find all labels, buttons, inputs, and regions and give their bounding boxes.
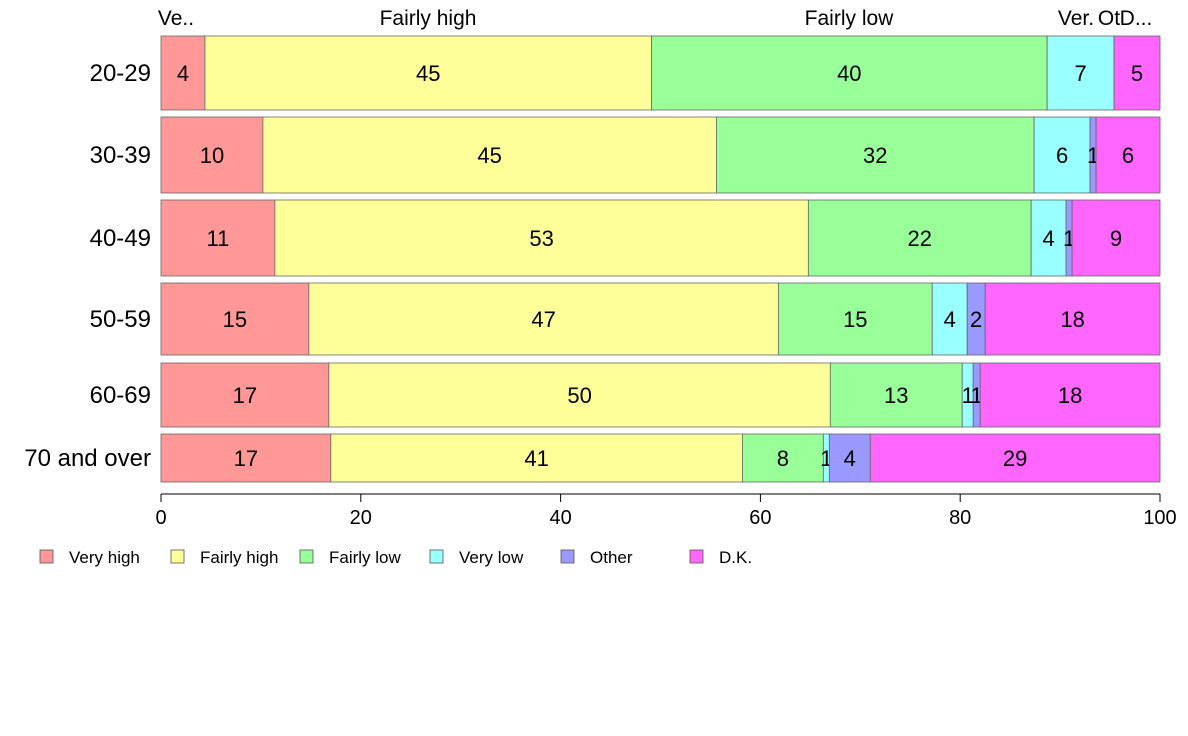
data-label: 4 (844, 446, 856, 471)
data-label: 8 (777, 446, 789, 471)
top-label: Ot (1098, 7, 1120, 30)
legend-label: Fairly low (329, 548, 402, 567)
bar-segment (1046, 35, 1115, 111)
data-label: 53 (529, 226, 553, 251)
bar-segment (1113, 35, 1161, 111)
category-label: 70 and over (24, 445, 151, 472)
top-label: Fairly low (805, 7, 895, 30)
x-axis: 0 20 40 60 80 100 (155, 493, 1177, 529)
data-label: 10 (200, 143, 224, 168)
data-label: 15 (843, 307, 867, 332)
data-label: 2 (970, 307, 982, 332)
bar-segment (979, 362, 1161, 428)
bar-segment (274, 199, 809, 277)
legend: Very high Fairly high Fairly low Very low Ot… (39, 548, 752, 567)
bar-segment (160, 282, 310, 356)
bar-segment (1033, 116, 1091, 194)
top-label: Fairly high (380, 7, 477, 30)
bar-segment (984, 282, 1161, 356)
bar-segment (829, 362, 963, 428)
legend-swatch (299, 549, 314, 564)
data-label: 1 (971, 383, 983, 408)
bar-segment (807, 199, 1032, 277)
data-label: 29 (1003, 446, 1027, 471)
data-label: 5 (1131, 61, 1143, 86)
data-label: 6 (1122, 143, 1134, 168)
x-tick-label: 0 (155, 507, 166, 529)
data-label: 18 (1058, 383, 1082, 408)
data-label: 50 (567, 383, 591, 408)
bar-segment (204, 35, 652, 111)
data-label: 18 (1060, 307, 1084, 332)
data-label: 32 (863, 143, 887, 168)
data-label: 6 (1056, 143, 1068, 168)
legend-swatch (170, 549, 185, 564)
category-label: 60-69 (90, 382, 151, 409)
legend-label: D.K. (719, 548, 752, 567)
data-label: 1 (962, 383, 974, 408)
bar-segment (328, 362, 831, 428)
bar-segment (160, 35, 206, 111)
bar-segment (777, 282, 933, 356)
row-labels-group: 20-29 30-39 40-49 50-59 60-69 70 and over (24, 60, 151, 472)
x-tick-label: 100 (1143, 507, 1176, 529)
data-label: 7 (1074, 61, 1086, 86)
legend-swatch (560, 549, 575, 564)
top-category-labels: Ve.. Fairly high Fairly low Ver. Ot D... (158, 7, 1152, 30)
bar-segment (828, 433, 871, 483)
legend-label: Other (590, 548, 633, 567)
bar-segment (869, 433, 1161, 483)
legend-swatch (689, 549, 704, 564)
legend-swatch (39, 549, 54, 564)
data-label: 13 (884, 383, 908, 408)
category-label: 40-49 (90, 225, 151, 252)
x-tick-label: 60 (749, 507, 771, 529)
x-tick-label: 20 (350, 507, 372, 529)
data-label: 45 (416, 61, 440, 86)
bar-segment (1071, 199, 1161, 277)
bar-segment (308, 282, 779, 356)
top-label: Ve.. (158, 7, 194, 30)
data-label: 4 (944, 307, 956, 332)
legend-label: Fairly high (200, 548, 278, 567)
bar-segment (330, 433, 743, 483)
data-label: 40 (837, 61, 861, 86)
category-label: 20-29 (90, 60, 151, 87)
bar-segment (160, 433, 332, 483)
data-label: 15 (223, 307, 247, 332)
data-label: 17 (234, 446, 258, 471)
top-label: D... (1120, 7, 1153, 30)
top-label: Ver. (1058, 7, 1094, 30)
x-tick-label: 40 (549, 507, 571, 529)
data-label: 41 (524, 446, 548, 471)
bar-segment (1030, 199, 1067, 277)
data-label: 22 (907, 226, 931, 251)
data-label: 11 (207, 226, 230, 251)
bar-segment (1095, 116, 1161, 194)
bar-segment (716, 116, 1035, 194)
bar-segment (262, 116, 717, 194)
bar-segment (160, 199, 276, 277)
data-label: 4 (177, 61, 189, 86)
data-label: 17 (233, 383, 257, 408)
bar-segment (931, 282, 968, 356)
bar-segment (160, 116, 264, 194)
legend-swatch (429, 549, 444, 564)
data-label: 45 (477, 143, 501, 168)
category-label: 30-39 (90, 142, 151, 169)
category-label: 50-59 (90, 306, 151, 333)
legend-label: Very low (459, 548, 524, 567)
bar-segment (651, 35, 1048, 111)
legend-label: Very high (69, 548, 140, 567)
data-label: 9 (1110, 226, 1122, 251)
bar-segment (160, 362, 330, 428)
data-label: 4 (1042, 226, 1054, 251)
x-tick-label: 80 (949, 507, 971, 529)
data-label: 47 (531, 307, 555, 332)
